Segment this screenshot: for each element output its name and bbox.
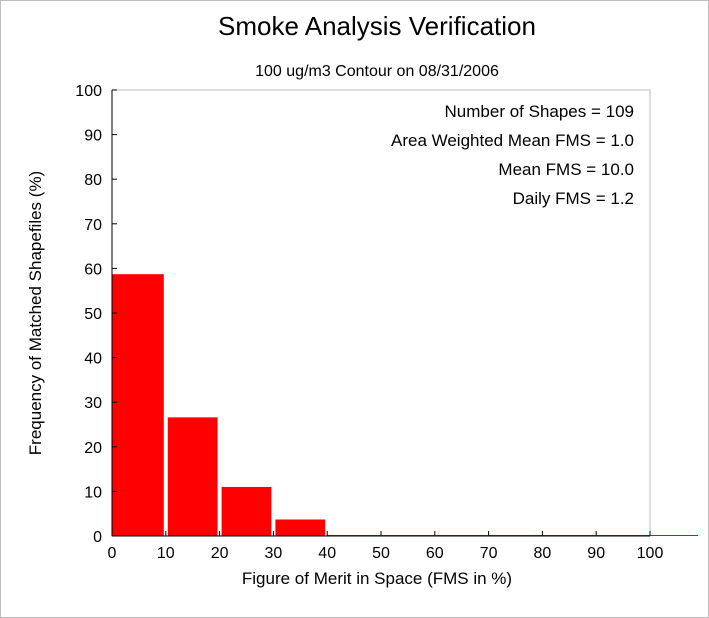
y-tick-label: 30: [84, 395, 102, 412]
x-tick-label: 0: [108, 545, 117, 562]
y-tick-label: 100: [75, 83, 102, 100]
histogram-bar: [167, 417, 218, 536]
stats-box: Number of Shapes = 109 Area Weighted Mean…: [391, 102, 634, 208]
x-tick-label: 60: [426, 545, 444, 562]
x-tick-label: 10: [157, 545, 175, 562]
stat-line: Area Weighted Mean FMS = 1.0: [391, 131, 634, 150]
x-ticks-group: 0 10 20 30 40 50 60 70 80 90 100: [108, 531, 664, 562]
y-tick-label: 0: [93, 529, 102, 546]
x-tick-label: 100: [637, 545, 664, 562]
histogram-bar: [275, 519, 326, 536]
y-tick-label: 20: [84, 440, 102, 457]
histogram-bar: [221, 486, 272, 536]
x-tick-label: 70: [480, 545, 498, 562]
chart-title: Smoke Analysis Verification: [218, 11, 536, 41]
x-tick-label: 90: [587, 545, 605, 562]
y-axis-label: Frequency of Matched Shapefiles (%): [26, 171, 45, 455]
y-tick-label: 40: [84, 351, 102, 368]
stat-line: Mean FMS = 10.0: [498, 160, 634, 179]
y-tick-label: 50: [84, 306, 102, 323]
y-tick-label: 70: [84, 217, 102, 234]
y-tick-label: 90: [84, 128, 102, 145]
stat-line: Number of Shapes = 109: [445, 102, 634, 121]
x-tick-label: 40: [318, 545, 336, 562]
bars-group: [112, 274, 698, 536]
x-tick-label: 80: [534, 545, 552, 562]
x-axis-label: Figure of Merit in Space (FMS in %): [242, 569, 512, 588]
x-tick-label: 50: [372, 545, 390, 562]
x-tick-label: 30: [265, 545, 283, 562]
y-ticks-group: 0 10 20 30 40 50 60 70 80 90 100: [75, 83, 117, 546]
chart-subtitle: 100 ug/m3 Contour on 08/31/2006: [255, 63, 499, 80]
histogram-bar: [112, 274, 164, 536]
x-tick-label: 20: [211, 545, 229, 562]
y-tick-label: 10: [84, 484, 102, 501]
y-tick-label: 60: [84, 261, 102, 278]
y-tick-label: 80: [84, 172, 102, 189]
stat-line: Daily FMS = 1.2: [513, 189, 634, 208]
